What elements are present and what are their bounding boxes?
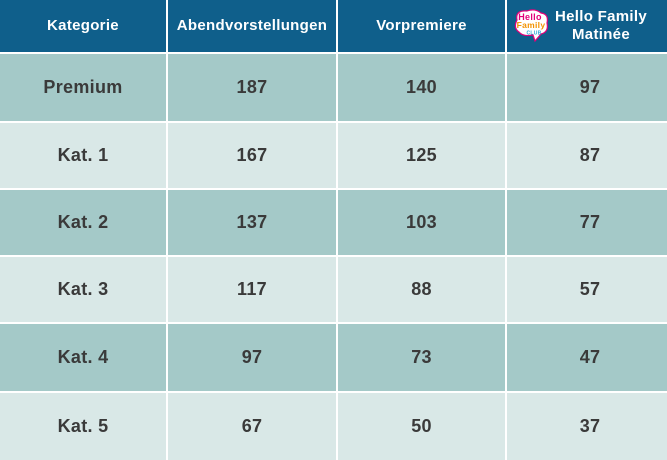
row-preview-price: 103 [338, 190, 505, 255]
header-family-line2: Matinée [572, 26, 630, 43]
row-evening-price: 137 [168, 190, 336, 255]
row-preview-price: 125 [338, 123, 505, 188]
row-category: Kat. 1 [0, 123, 166, 188]
hello-family-club-logo: Hello Family CLUB [514, 9, 548, 43]
row-matinee-price: 77 [507, 190, 667, 255]
row-category: Kat. 4 [0, 324, 166, 391]
logo-club-text: CLUB [526, 31, 541, 37]
row-category: Kat. 5 [0, 393, 166, 460]
logo-family-text: Family [517, 20, 546, 30]
row-matinee-price: 57 [507, 257, 667, 322]
row-matinee-price: 47 [507, 324, 667, 391]
header-family-label: Hello Family Matinée [551, 8, 651, 44]
header-vorpremiere: Vorpremiere [338, 0, 505, 52]
header-family-line1: Hello Family [555, 8, 647, 25]
row-evening-price: 187 [168, 54, 336, 121]
header-hello-family-matinee: Hello Family CLUB Hello Family Matinée [507, 0, 667, 52]
row-preview-price: 50 [338, 393, 505, 460]
header-kategorie: Kategorie [0, 0, 166, 52]
row-preview-price: 88 [338, 257, 505, 322]
row-evening-price: 167 [168, 123, 336, 188]
row-preview-price: 140 [338, 54, 505, 121]
row-matinee-price: 97 [507, 54, 667, 121]
row-evening-price: 97 [168, 324, 336, 391]
row-evening-price: 117 [168, 257, 336, 322]
logo-hello-text: Hello [518, 12, 542, 22]
row-category: Premium [0, 54, 166, 121]
row-preview-price: 73 [338, 324, 505, 391]
row-matinee-price: 37 [507, 393, 667, 460]
header-abendvorstellungen: Abendvorstellungen [168, 0, 336, 52]
row-matinee-price: 87 [507, 123, 667, 188]
row-evening-price: 67 [168, 393, 336, 460]
row-category: Kat. 2 [0, 190, 166, 255]
row-category: Kat. 3 [0, 257, 166, 322]
